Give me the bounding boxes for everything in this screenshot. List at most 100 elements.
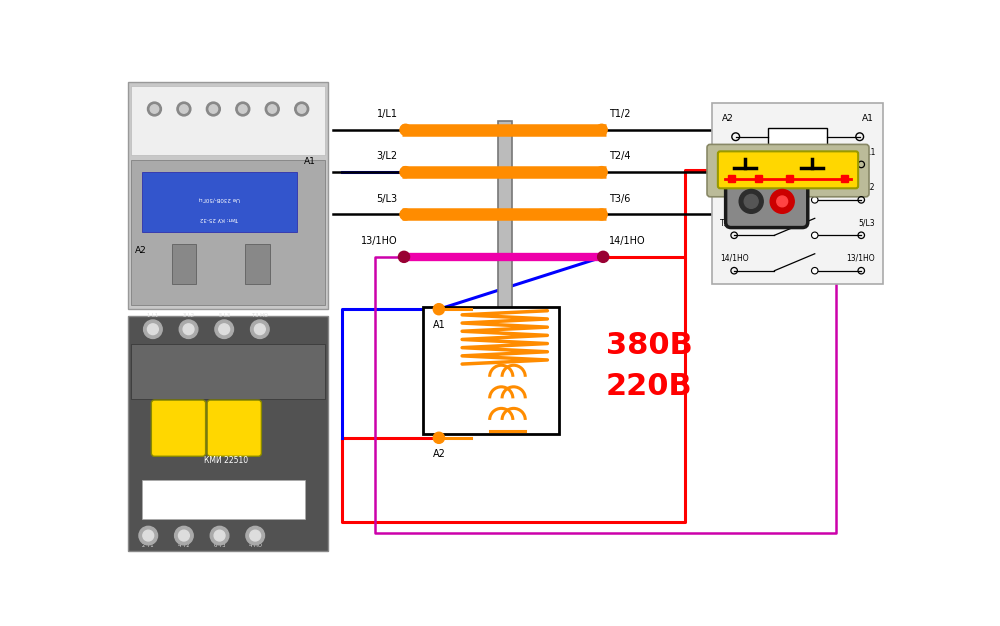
Text: 3/L2: 3/L2 (859, 183, 875, 192)
FancyBboxPatch shape (142, 172, 297, 232)
Text: Тип: КУ 25-32: Тип: КУ 25-32 (200, 216, 239, 221)
Circle shape (143, 530, 154, 541)
Text: КМИ 22510: КМИ 22510 (204, 456, 248, 465)
FancyBboxPatch shape (707, 145, 869, 197)
FancyBboxPatch shape (712, 103, 883, 284)
Bar (423, 307, 559, 434)
Circle shape (206, 102, 220, 116)
FancyBboxPatch shape (142, 480, 305, 518)
Text: A2: A2 (722, 115, 734, 123)
FancyBboxPatch shape (207, 400, 261, 456)
Text: T2/4: T2/4 (609, 151, 631, 162)
Text: 3 L2: 3 L2 (183, 313, 194, 318)
Text: 380B: 380B (606, 331, 692, 360)
Text: 14/1HO: 14/1HO (609, 236, 646, 246)
Circle shape (770, 190, 794, 213)
Circle shape (177, 102, 191, 116)
Circle shape (254, 324, 265, 335)
Circle shape (739, 190, 763, 213)
Text: T1/2: T1/2 (609, 109, 631, 119)
Text: 13/1HO: 13/1HO (361, 236, 398, 246)
Circle shape (744, 195, 758, 208)
Circle shape (180, 105, 188, 113)
Text: A1: A1 (304, 158, 315, 167)
Text: T3 HO: T3 HO (252, 313, 268, 318)
Bar (768, 128, 827, 148)
Circle shape (811, 197, 818, 203)
Text: 13/1HO: 13/1HO (847, 254, 875, 263)
Text: A1: A1 (432, 320, 445, 330)
Bar (786, 175, 793, 182)
Circle shape (219, 324, 230, 335)
Circle shape (144, 320, 162, 339)
FancyBboxPatch shape (718, 151, 858, 188)
FancyBboxPatch shape (131, 86, 325, 155)
Text: Ue 230B-/50Гц: Ue 230B-/50Гц (199, 197, 240, 202)
FancyBboxPatch shape (128, 316, 328, 551)
Circle shape (139, 526, 158, 545)
Circle shape (400, 209, 411, 220)
Circle shape (811, 162, 818, 168)
FancyBboxPatch shape (131, 160, 325, 305)
Text: T1/2: T1/2 (720, 148, 737, 156)
Circle shape (811, 267, 818, 274)
Circle shape (811, 232, 818, 239)
Circle shape (209, 105, 218, 113)
Circle shape (598, 251, 609, 262)
Text: 5/L3: 5/L3 (377, 193, 398, 203)
Text: 4 HO: 4 HO (249, 543, 262, 548)
Text: T3/6: T3/6 (609, 193, 631, 203)
Text: 4 T2: 4 T2 (178, 543, 190, 548)
Circle shape (268, 105, 277, 113)
Circle shape (178, 530, 189, 541)
Circle shape (433, 432, 444, 443)
Circle shape (433, 304, 444, 315)
Circle shape (400, 167, 411, 178)
FancyBboxPatch shape (172, 244, 196, 284)
Circle shape (147, 324, 158, 335)
Circle shape (297, 105, 306, 113)
FancyBboxPatch shape (151, 400, 206, 456)
Text: 1 L1: 1 L1 (147, 313, 159, 318)
Text: 5/L3: 5/L3 (859, 218, 875, 227)
Text: A2: A2 (135, 246, 146, 255)
Circle shape (400, 124, 411, 135)
Bar (755, 175, 762, 182)
Text: T3/6: T3/6 (720, 218, 737, 227)
Circle shape (183, 324, 194, 335)
Text: A2: A2 (432, 449, 445, 459)
Text: 1/L1: 1/L1 (859, 148, 875, 156)
Text: 6 T3: 6 T3 (214, 543, 225, 548)
Text: 14/1HO: 14/1HO (720, 254, 749, 263)
Circle shape (175, 526, 193, 545)
Circle shape (147, 102, 161, 116)
Circle shape (596, 124, 607, 135)
Circle shape (239, 105, 247, 113)
Circle shape (250, 530, 261, 541)
Circle shape (777, 196, 788, 207)
Text: T2/4: T2/4 (720, 183, 737, 192)
Text: 220B: 220B (606, 372, 692, 401)
Bar (841, 175, 848, 182)
Circle shape (251, 320, 269, 339)
Circle shape (150, 105, 159, 113)
FancyBboxPatch shape (726, 175, 808, 228)
Circle shape (596, 167, 607, 178)
Text: A1: A1 (862, 115, 874, 123)
FancyBboxPatch shape (245, 244, 270, 284)
Circle shape (214, 530, 225, 541)
Circle shape (236, 102, 250, 116)
Circle shape (596, 209, 607, 220)
FancyBboxPatch shape (498, 121, 512, 310)
Circle shape (265, 102, 279, 116)
Circle shape (179, 320, 198, 339)
Text: 3/L2: 3/L2 (377, 151, 398, 162)
Text: 5 L3: 5 L3 (219, 313, 230, 318)
Circle shape (295, 102, 309, 116)
Circle shape (210, 526, 229, 545)
Circle shape (215, 320, 234, 339)
FancyBboxPatch shape (128, 82, 328, 309)
Circle shape (398, 251, 410, 262)
Text: 2 T1: 2 T1 (142, 543, 154, 548)
FancyBboxPatch shape (131, 344, 325, 399)
